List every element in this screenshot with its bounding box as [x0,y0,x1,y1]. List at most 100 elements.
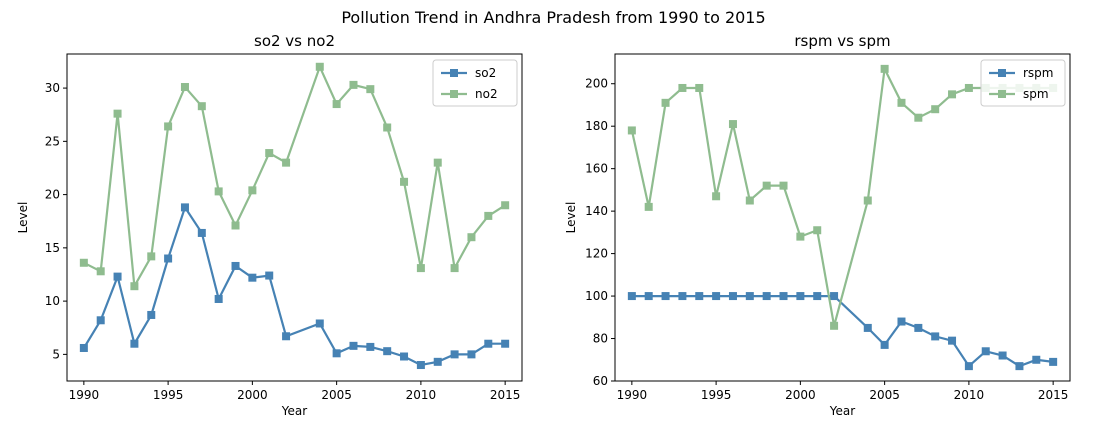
y-axis-label: Level [16,202,30,234]
marker-no2 [349,80,358,89]
marker-no2 [164,122,173,131]
y-tick-label: 15 [45,241,60,255]
marker-so2 [383,347,392,356]
marker-rspm [863,323,872,332]
marker-rspm [931,332,940,341]
marker-rspm [745,292,754,301]
marker-so2 [197,228,206,237]
x-tick-label: 1995 [153,388,184,402]
y-tick-label: 25 [45,134,60,148]
marker-so2 [467,350,476,359]
marker-rspm [998,351,1007,360]
legend-label-spm: spm [1023,87,1049,101]
marker-so2 [416,361,425,370]
x-tick-label: 2015 [490,388,521,402]
marker-no2 [113,109,122,118]
y-axis-label: Level [564,202,578,234]
marker-no2 [332,100,341,109]
marker-rspm [813,292,822,301]
marker-rspm [1032,355,1041,364]
marker-rspm [762,292,771,301]
marker-rspm [627,292,636,301]
x-tick-label: 1995 [701,388,732,402]
marker-no2 [130,282,139,291]
marker-so2 [147,310,156,319]
legend: rspm spm [980,59,1066,107]
y-tick-label: 80 [593,332,608,346]
marker-spm [728,120,737,129]
marker-rspm [897,317,906,326]
marker-no2 [450,264,459,273]
y-tick-label: 10 [45,294,60,308]
marker-spm [678,83,687,92]
marker-spm [644,202,653,211]
marker-no2 [79,258,88,267]
marker-spm [948,90,957,99]
marker-rspm [964,362,973,371]
marker-spm [695,83,704,92]
y-tick-label: 160 [585,162,608,176]
marker-no2 [282,158,291,167]
y-tick-label: 30 [45,81,60,95]
marker-no2 [416,264,425,273]
y-tick-label: 60 [593,374,608,388]
y-tick-label: 200 [585,77,608,91]
x-axis-label: Year [829,404,855,418]
legend-marker-so2 [450,69,458,77]
marker-no2 [147,252,156,261]
legend: so2 no2 [432,59,518,107]
legend-label-so2: so2 [475,66,496,80]
marker-so2 [231,261,240,270]
marker-so2 [164,254,173,263]
marker-no2 [197,102,206,111]
y-tick-label: 140 [585,204,608,218]
marker-so2 [349,341,358,350]
series-line-rspm [631,295,1054,368]
legend-marker-spm [998,90,1006,98]
y-tick-label: 120 [585,247,608,261]
marker-no2 [433,158,442,167]
marker-spm [880,64,889,73]
marker-rspm [779,292,788,301]
marker-no2 [180,83,189,92]
x-tick-label: 2005 [321,388,352,402]
marker-rspm [1015,362,1024,371]
marker-rspm [1049,357,1058,366]
marker-spm [863,196,872,205]
marker-spm [897,98,906,107]
marker-rspm [644,292,653,301]
marker-spm [931,105,940,114]
marker-no2 [366,85,375,94]
chart-title: rspm vs spm [794,32,890,50]
marker-no2 [484,211,493,220]
marker-no2 [96,267,105,276]
x-tick-label: 2010 [406,388,437,402]
legend-label-no2: no2 [475,87,498,101]
marker-no2 [214,187,223,196]
marker-spm [745,196,754,205]
marker-no2 [467,233,476,242]
marker-rspm [728,292,737,301]
y-tick-label: 5 [52,347,60,361]
marker-rspm [880,340,889,349]
marker-rspm [796,292,805,301]
marker-rspm [914,323,923,332]
marker-no2 [383,123,392,132]
chart-title: so2 vs no2 [254,32,335,50]
legend-marker-rspm [998,69,1006,77]
marker-spm [661,98,670,107]
marker-so2 [433,357,442,366]
marker-so2 [400,352,409,361]
marker-rspm [948,336,957,345]
y-tick-label: 20 [45,188,60,202]
marker-so2 [248,273,257,282]
marker-spm [964,83,973,92]
x-tick-label: 2000 [237,388,268,402]
marker-so2 [484,339,493,348]
marker-so2 [214,294,223,303]
marker-spm [796,232,805,241]
marker-spm [914,113,923,122]
x-tick-label: 2005 [869,388,900,402]
marker-no2 [231,221,240,230]
